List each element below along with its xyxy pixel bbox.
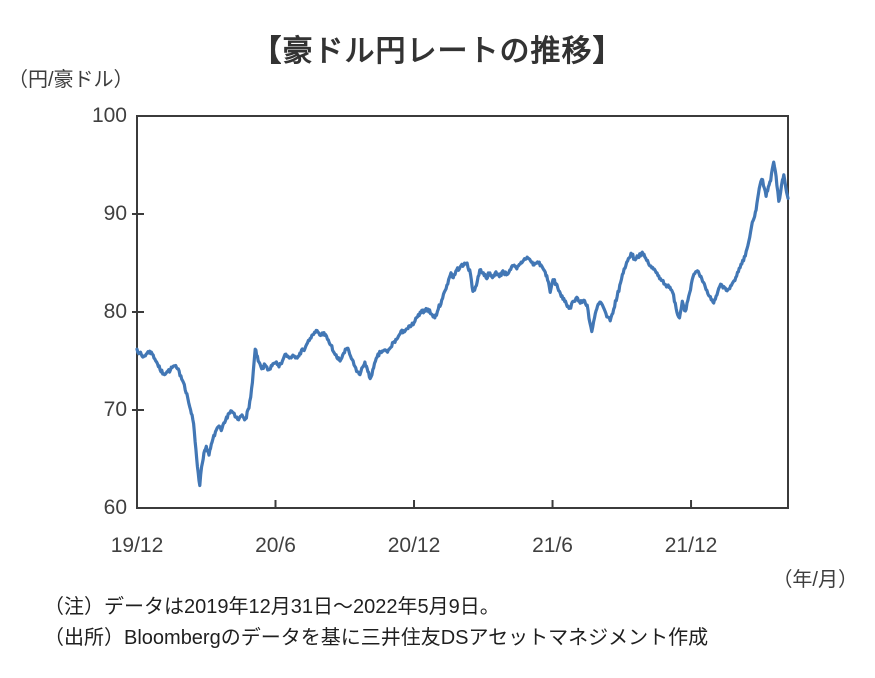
y-axis-unit-label: （円/豪ドル） — [8, 69, 134, 91]
x-tick-label: 19/12 — [110, 534, 164, 557]
x-tick-label: 21/6 — [532, 534, 573, 557]
y-tick-label: 80 — [103, 300, 127, 323]
y-tick-label: 70 — [103, 398, 127, 421]
rate-line-series — [135, 160, 790, 488]
x-tick-label: 20/6 — [255, 534, 296, 557]
note-text: （注）データは2019年12月31日～2022年5月9日。 — [44, 596, 500, 618]
y-tick-label: 100 — [91, 104, 127, 127]
source-text: （出所）Bloombergのデータを基に三井住友DSアセットマネジメント作成 — [44, 627, 709, 649]
plot-frame — [136, 115, 789, 509]
x-axis-unit-label: （年/月） — [772, 569, 858, 591]
x-tick-label: 20/12 — [387, 534, 441, 557]
y-tick-label: 60 — [103, 496, 127, 519]
chart-title: 【豪ドル円レートの推移】 — [251, 35, 624, 68]
x-tick-label: 21/12 — [664, 534, 718, 557]
y-tick-label: 90 — [103, 202, 127, 225]
